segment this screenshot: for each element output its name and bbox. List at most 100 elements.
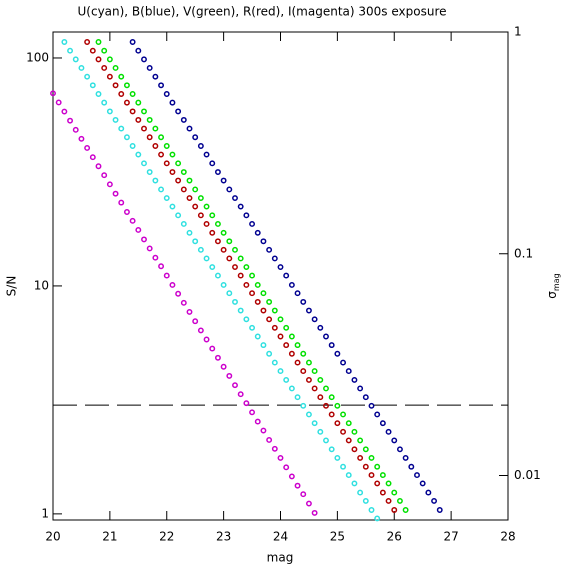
- data-point: [271, 307, 278, 314]
- x-tick-label: 21: [102, 530, 117, 544]
- data-point: [209, 229, 216, 236]
- data-point: [323, 385, 329, 392]
- data-point: [209, 212, 216, 219]
- data-point: [186, 177, 193, 184]
- data-point: [158, 82, 165, 89]
- data-point: [328, 411, 335, 418]
- data-point: [243, 316, 250, 323]
- data-point: [237, 272, 244, 279]
- data-point: [135, 227, 142, 233]
- data-point: [374, 515, 381, 522]
- data-point: [288, 333, 295, 340]
- data-point: [300, 350, 307, 357]
- data-point: [249, 324, 256, 331]
- data-point: [237, 203, 244, 210]
- data-point: [129, 108, 136, 115]
- data-point: [84, 39, 91, 45]
- data-point: [385, 497, 392, 504]
- data-point: [220, 363, 227, 370]
- data-point: [368, 454, 375, 461]
- data-point: [260, 238, 267, 245]
- data-point: [72, 126, 79, 133]
- data-point: [158, 186, 165, 193]
- data-point: [334, 420, 341, 427]
- data-point: [283, 342, 290, 349]
- data-point: [101, 172, 108, 179]
- data-point: [300, 491, 307, 498]
- data-point: [169, 151, 176, 158]
- data-point: [209, 345, 216, 352]
- data-point: [425, 489, 432, 496]
- data-point: [294, 394, 301, 401]
- data-point: [300, 368, 307, 375]
- data-point: [158, 134, 165, 141]
- data-point: [169, 203, 176, 210]
- data-point: [209, 264, 216, 271]
- data-point: [226, 372, 233, 379]
- data-point: [385, 428, 392, 435]
- data-point: [163, 195, 170, 201]
- data-point: [249, 272, 256, 279]
- data-point: [129, 217, 136, 224]
- data-point: [323, 402, 329, 409]
- data-point: [232, 195, 238, 201]
- data-point: [305, 359, 312, 366]
- data-point: [95, 56, 102, 63]
- data-point: [254, 418, 261, 425]
- data-point: [226, 290, 233, 297]
- y2-axis-label: σmag: [545, 273, 561, 298]
- data-point: [328, 394, 335, 401]
- data-point: [277, 454, 284, 461]
- y2-tick-label: 0.01: [514, 468, 541, 482]
- data-point: [288, 473, 295, 480]
- data-point: [305, 411, 312, 418]
- data-point: [402, 507, 409, 513]
- data-point: [186, 229, 193, 236]
- data-point: [300, 402, 307, 409]
- data-point: [254, 298, 261, 305]
- data-point: [283, 324, 290, 331]
- data-point: [152, 254, 159, 261]
- data-point: [226, 238, 233, 245]
- y2-tick-label: 0.1: [514, 246, 533, 260]
- x-tick-label: 26: [387, 530, 402, 544]
- data-point: [277, 264, 284, 271]
- data-point: [283, 376, 290, 383]
- data-point: [254, 333, 261, 340]
- data-point: [118, 91, 125, 97]
- data-point: [283, 464, 290, 471]
- data-point: [220, 229, 227, 236]
- data-point: [294, 342, 301, 349]
- data-point: [345, 472, 352, 479]
- data-point: [266, 246, 273, 253]
- data-point: [249, 221, 256, 227]
- data-point: [288, 385, 295, 392]
- data-point: [368, 507, 375, 513]
- data-point: [106, 108, 113, 115]
- data-point: [180, 299, 187, 306]
- data-point: [317, 428, 324, 435]
- data-point: [203, 203, 210, 210]
- data-point: [180, 186, 187, 193]
- y-tick-label: 100: [26, 50, 49, 64]
- data-point: [368, 472, 375, 479]
- data-point: [158, 151, 165, 158]
- data-point: [118, 125, 125, 132]
- data-point: [146, 116, 153, 123]
- data-point: [374, 480, 381, 487]
- y-tick-label: 10: [34, 278, 49, 292]
- data-point: [129, 143, 136, 149]
- data-point: [135, 151, 142, 158]
- data-point: [203, 336, 210, 343]
- data-point: [89, 154, 96, 161]
- data-point: [368, 402, 375, 409]
- data-point: [311, 385, 318, 392]
- data-point: [362, 497, 369, 504]
- data-point: [226, 186, 233, 193]
- data-point: [141, 236, 147, 243]
- data-point: [123, 99, 130, 106]
- data-point: [362, 463, 369, 470]
- data-point: [396, 446, 403, 453]
- data-point: [340, 411, 347, 418]
- data-point: [305, 500, 312, 507]
